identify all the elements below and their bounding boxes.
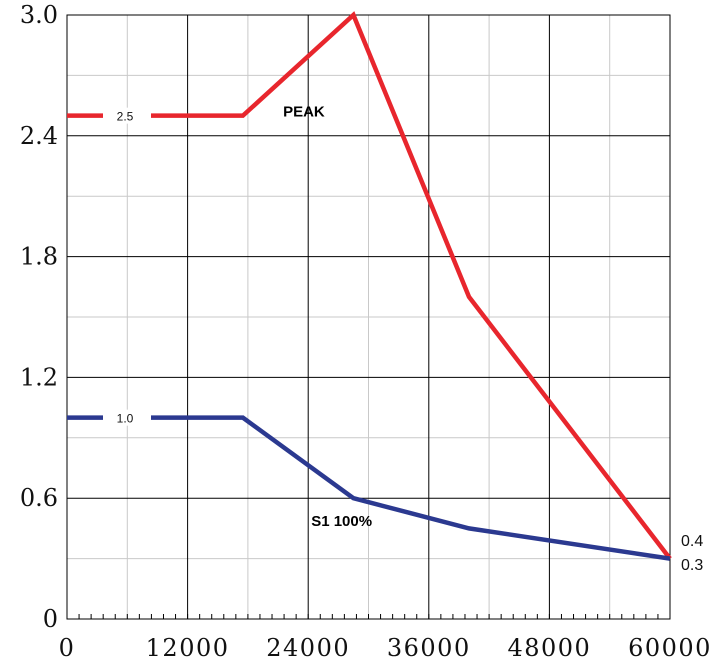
y-tick-label: 3.0 xyxy=(20,1,58,29)
x-tick-label: 12000 xyxy=(146,634,230,662)
y-axis-ticks: 0 0.6 1.2 1.8 2.4 3.0 xyxy=(20,1,58,633)
x-tick-label: 0 xyxy=(59,634,76,662)
x-axis-ticks: 0 12000 24000 36000 48000 60000 xyxy=(59,614,712,662)
start-label-background xyxy=(103,409,151,426)
start-label-background xyxy=(103,107,151,124)
minor-gridlines xyxy=(67,15,670,619)
x-tick-label: 48000 xyxy=(507,634,591,662)
y-tick-label: 1.2 xyxy=(20,363,58,391)
series-layer xyxy=(67,11,672,561)
y-tick-label: 0 xyxy=(43,605,58,633)
series-name-label: S1 100% xyxy=(311,513,372,530)
y-tick-label: 0.6 xyxy=(20,484,58,512)
series-start-label: 1.0 xyxy=(117,412,134,426)
y-tick-label: 2.4 xyxy=(20,122,58,150)
series-start-label: 2.5 xyxy=(117,110,134,124)
series-annotations: 2.5 1.0 PEAK S1 100% 0.4 0.3 xyxy=(103,104,703,574)
series-end-label: 0.3 xyxy=(681,557,703,574)
series-line-0 xyxy=(67,11,672,560)
x-tick-label: 36000 xyxy=(387,634,471,662)
series-name-label: PEAK xyxy=(283,104,325,121)
series-line-1 xyxy=(67,415,671,561)
y-tick-label: 1.8 xyxy=(20,243,58,271)
x-tick-label: 60000 xyxy=(628,634,712,662)
x-tick-label: 24000 xyxy=(266,634,350,662)
series-end-label: 0.4 xyxy=(681,533,703,550)
